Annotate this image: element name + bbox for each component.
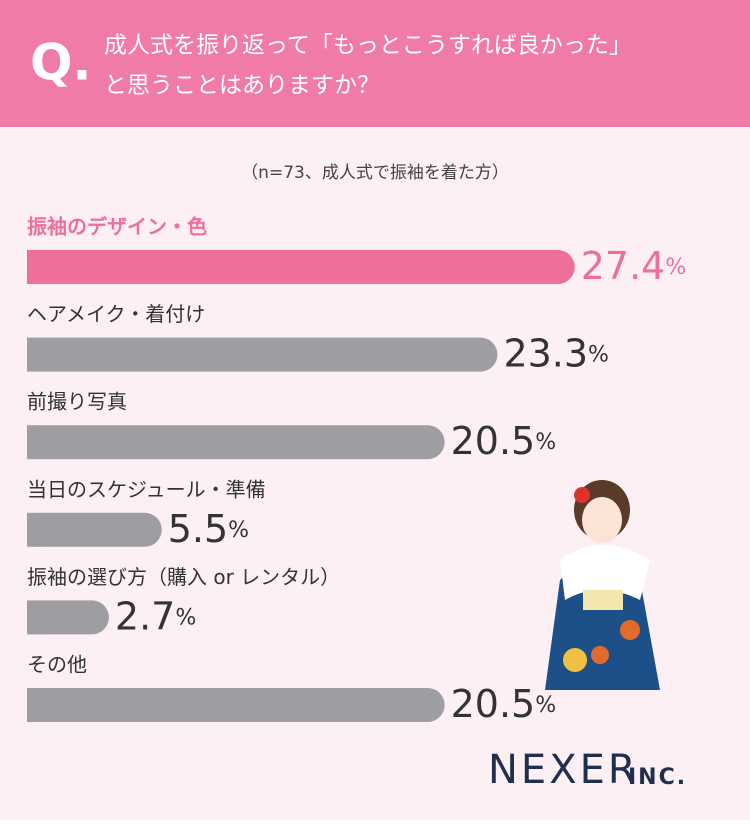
bar-corner (27, 425, 44, 460)
bar (27, 425, 445, 460)
bar-corner (27, 600, 44, 635)
value-unit: % (588, 343, 609, 368)
subtitle: （n=73、成人式で振袖を着た方） (241, 163, 509, 183)
category-label: 当日のスケジュール・準備 (27, 477, 266, 501)
q-mark: Q. (30, 34, 92, 92)
bar (27, 250, 575, 284)
title-line: 成人式を振り返って「もっとこうすれば良かった」 (104, 33, 632, 59)
bar-corner (27, 337, 44, 372)
value-unit: % (175, 605, 196, 630)
value-number: 23.3 (503, 331, 588, 375)
bar (27, 512, 162, 547)
value-number: 20.5 (451, 419, 536, 463)
brand-suffix: INC. (628, 765, 687, 790)
value-number: 2.7 (115, 594, 175, 638)
value-label: 20.5% (451, 682, 557, 726)
value-unit: % (535, 430, 556, 455)
bar (27, 600, 109, 635)
value-label: 2.7% (115, 594, 196, 638)
value-number: 27.4 (581, 244, 666, 288)
bar-corner (27, 688, 44, 722)
header (0, 0, 750, 127)
bar (27, 688, 445, 722)
value-number: 5.5 (168, 506, 228, 550)
value-label: 5.5% (168, 506, 249, 550)
value-unit: % (665, 255, 686, 280)
category-label: その他 (27, 653, 87, 677)
category-label: ヘアメイク・着付け (27, 302, 205, 326)
bar-corner (27, 512, 44, 547)
bar-corner (27, 250, 44, 284)
value-label: 27.4% (581, 244, 687, 288)
brand: NEXER (488, 747, 639, 793)
bar (27, 337, 498, 372)
illustration (545, 480, 660, 690)
title-line: と思うことはありますか？ (104, 73, 380, 99)
value-unit: % (228, 518, 249, 543)
category-label: 振袖の選び方（購入 or レンタル） (27, 565, 340, 589)
value-number: 20.5 (451, 682, 536, 726)
category-label: 振袖のデザイン・色 (27, 215, 207, 239)
value-label: 20.5% (451, 419, 557, 463)
value-unit: % (535, 693, 556, 718)
category-label: 前撮り写真 (27, 390, 127, 414)
value-label: 23.3% (503, 331, 609, 375)
